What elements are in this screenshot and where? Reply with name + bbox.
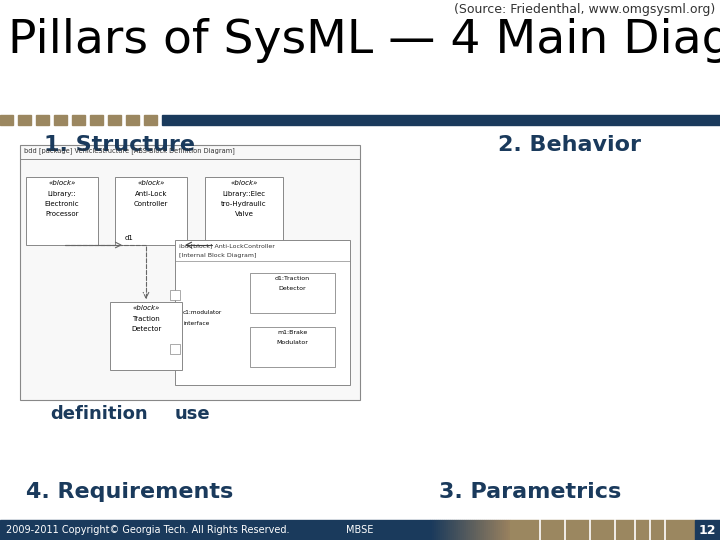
- Text: Valve: Valve: [235, 211, 253, 217]
- Text: Detector: Detector: [279, 286, 306, 291]
- Bar: [90, 115, 103, 125]
- Bar: [464, 520, 466, 540]
- Bar: [438, 520, 440, 540]
- Bar: [496, 520, 498, 540]
- Bar: [434, 520, 436, 540]
- Text: Pillars of SysML — 4 Main Diagram Types: Pillars of SysML — 4 Main Diagram Types: [8, 18, 720, 63]
- Bar: [486, 520, 488, 540]
- Text: ibd [block] Anti-LockController: ibd [block] Anti-LockController: [179, 243, 275, 248]
- Bar: [0, 115, 13, 125]
- Text: m1:Brake: m1:Brake: [277, 330, 307, 335]
- Text: (Source: Friedenthal, www.omgsysml.org): (Source: Friedenthal, www.omgsysml.org): [454, 3, 715, 16]
- Text: 3. Parametrics: 3. Parametrics: [439, 482, 621, 502]
- Bar: [440, 520, 442, 540]
- Bar: [444, 520, 446, 540]
- Text: [Internal Block Diagram]: [Internal Block Diagram]: [179, 253, 256, 258]
- Bar: [476, 520, 478, 540]
- Bar: [494, 520, 496, 540]
- Bar: [144, 115, 157, 125]
- Text: bdd [package] VehicleStructure [ABS-Block Definition Diagram]: bdd [package] VehicleStructure [ABS-Bloc…: [24, 147, 235, 154]
- Bar: [490, 520, 492, 540]
- Bar: [115, 177, 187, 245]
- Bar: [442, 520, 444, 540]
- Text: Library::Elec: Library::Elec: [222, 191, 266, 197]
- Bar: [488, 520, 490, 540]
- Text: c1:modulator: c1:modulator: [183, 310, 222, 315]
- Bar: [478, 520, 480, 540]
- Text: 1. Structure: 1. Structure: [45, 135, 196, 155]
- Bar: [452, 520, 454, 540]
- Text: Detector: Detector: [131, 326, 161, 332]
- Bar: [108, 115, 121, 125]
- Bar: [458, 520, 460, 540]
- Text: d1: d1: [125, 235, 134, 241]
- Bar: [110, 302, 182, 370]
- Text: Traction: Traction: [132, 316, 160, 322]
- Text: tro-Hydraulic: tro-Hydraulic: [221, 201, 267, 207]
- Text: 2009-2011 Copyright© Georgia Tech. All Rights Reserved.: 2009-2011 Copyright© Georgia Tech. All R…: [6, 525, 289, 535]
- Bar: [506, 520, 508, 540]
- Text: definition: definition: [50, 405, 148, 423]
- Bar: [454, 520, 456, 540]
- Text: Anti-Lock: Anti-Lock: [135, 191, 167, 197]
- Bar: [170, 290, 180, 300]
- Bar: [470, 520, 472, 540]
- Text: «block»: «block»: [230, 180, 258, 186]
- Text: 12: 12: [698, 523, 716, 537]
- Bar: [502, 520, 504, 540]
- Text: use: use: [175, 405, 211, 423]
- Bar: [436, 520, 438, 540]
- Text: «block»: «block»: [48, 180, 76, 186]
- Bar: [480, 520, 482, 540]
- Bar: [448, 520, 450, 540]
- Bar: [36, 115, 49, 125]
- Bar: [18, 115, 31, 125]
- Bar: [26, 177, 98, 245]
- Bar: [498, 520, 500, 540]
- Bar: [466, 520, 468, 540]
- Bar: [482, 520, 484, 540]
- Bar: [695, 520, 720, 540]
- Bar: [20, 145, 360, 400]
- Text: «block»: «block»: [138, 180, 165, 186]
- Bar: [500, 520, 502, 540]
- Bar: [450, 520, 452, 540]
- Text: «block»: «block»: [132, 305, 160, 311]
- Text: 2. Behavior: 2. Behavior: [498, 135, 642, 155]
- Text: interface: interface: [183, 321, 210, 326]
- Bar: [250, 327, 335, 367]
- Bar: [162, 115, 720, 125]
- Bar: [175, 240, 350, 385]
- Bar: [432, 520, 434, 540]
- Bar: [205, 177, 283, 245]
- Text: MBSE: MBSE: [346, 525, 374, 535]
- Bar: [54, 115, 67, 125]
- Bar: [504, 520, 506, 540]
- Text: Controller: Controller: [134, 201, 168, 207]
- Bar: [250, 273, 335, 313]
- Bar: [126, 115, 139, 125]
- Text: Electronic: Electronic: [45, 201, 79, 207]
- Bar: [462, 520, 464, 540]
- Bar: [468, 520, 470, 540]
- Bar: [508, 520, 510, 540]
- Bar: [446, 520, 448, 540]
- Bar: [510, 520, 695, 540]
- Bar: [72, 115, 85, 125]
- Text: 4. Requirements: 4. Requirements: [27, 482, 233, 502]
- Bar: [484, 520, 486, 540]
- Text: Processor: Processor: [45, 211, 78, 217]
- Bar: [170, 344, 180, 354]
- Bar: [430, 520, 432, 540]
- Text: Modulator: Modulator: [276, 340, 308, 345]
- Bar: [474, 520, 476, 540]
- Bar: [492, 520, 494, 540]
- Text: Library::: Library::: [48, 191, 76, 197]
- Bar: [0, 520, 430, 540]
- Bar: [456, 520, 458, 540]
- Text: d1:Traction: d1:Traction: [275, 276, 310, 281]
- Bar: [460, 520, 462, 540]
- Bar: [472, 520, 474, 540]
